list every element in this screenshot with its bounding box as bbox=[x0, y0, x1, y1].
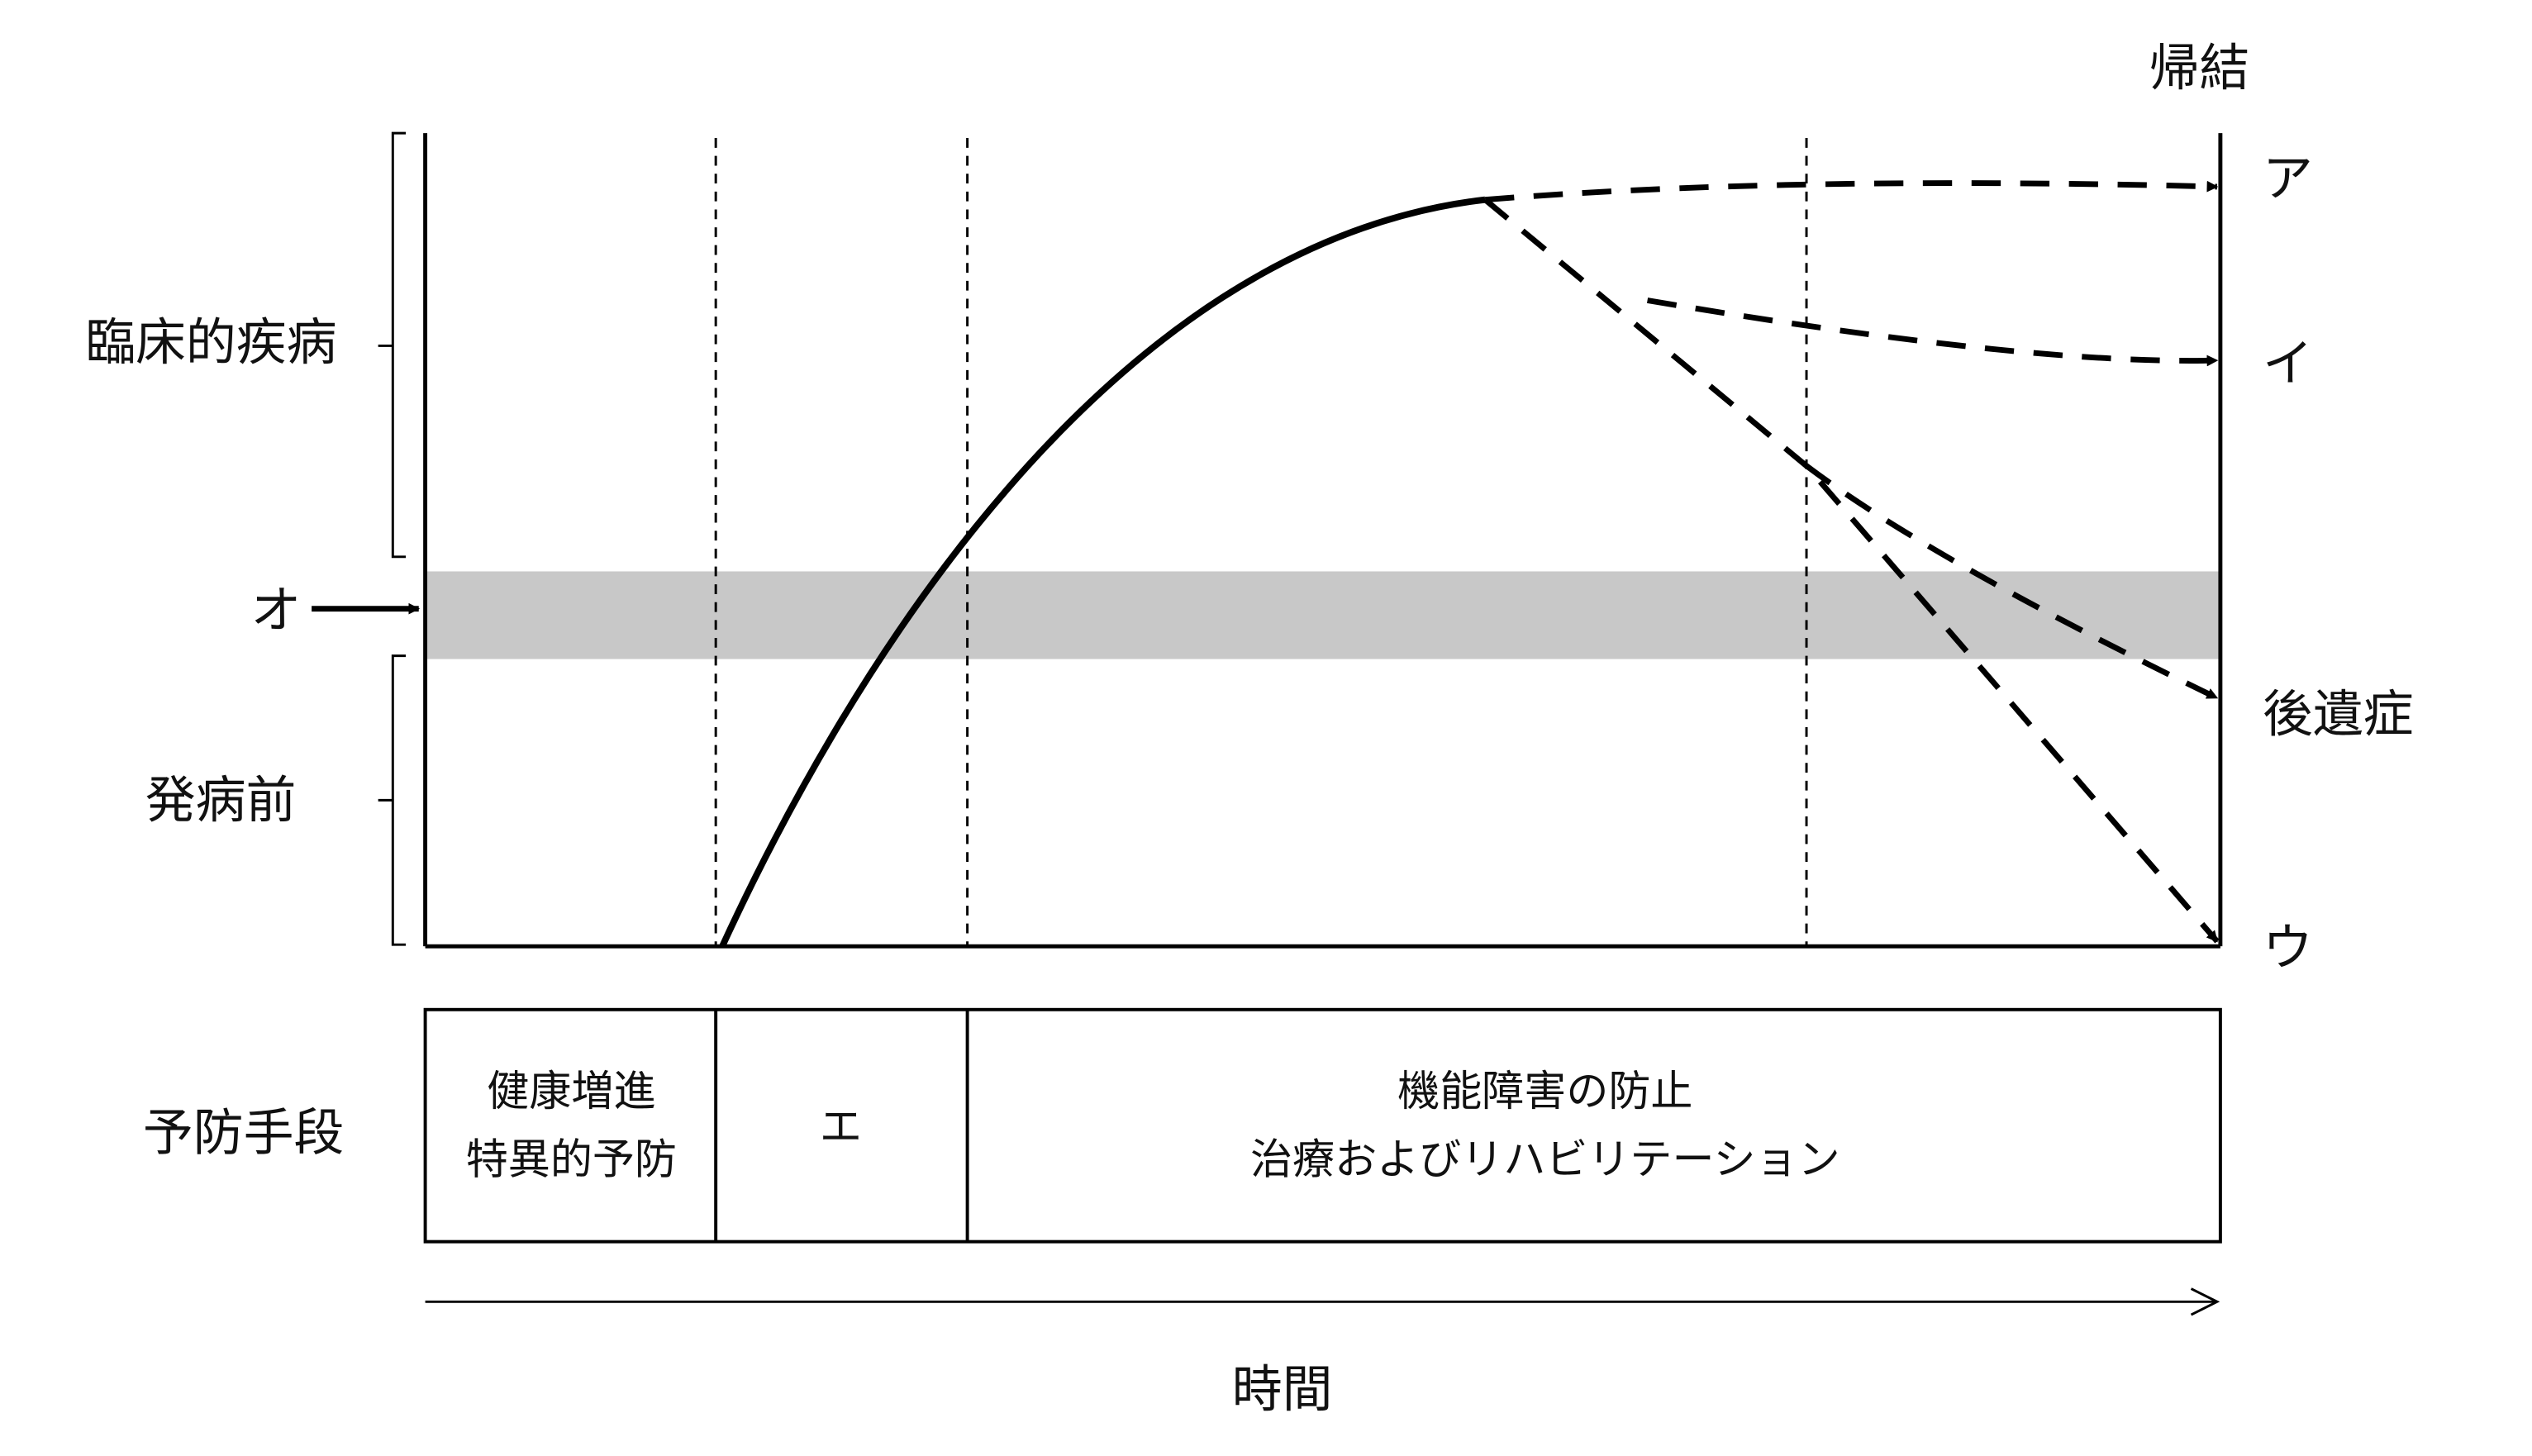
path-a bbox=[1484, 180, 2219, 203]
clinical-label: 臨床的疾病 bbox=[85, 313, 336, 372]
outcome: イ bbox=[2263, 335, 2313, 393]
prevention-label: 予防手段 bbox=[143, 1104, 345, 1163]
threshold-label: オ bbox=[250, 581, 301, 640]
path-i bbox=[1646, 297, 2219, 367]
threshold-band bbox=[425, 571, 2220, 659]
prevention-table: 健康増進 特異的予防 エ 機能障害の防止 治療およびリハビリテーション bbox=[423, 1007, 2222, 1244]
path-sequelae bbox=[1804, 464, 2219, 701]
preclinical-label: 発病前 bbox=[145, 771, 297, 830]
box-text: 治療およびリハビリテーション bbox=[1250, 1135, 1840, 1184]
clinical-bracket bbox=[378, 131, 407, 559]
table-border bbox=[423, 1007, 2222, 1244]
box-text: 特異的予防 bbox=[466, 1135, 677, 1184]
preclinical-bracket bbox=[378, 654, 407, 946]
outcome: ア bbox=[2263, 150, 2313, 208]
disease-curve bbox=[719, 196, 1486, 948]
stage-dividers bbox=[714, 138, 1808, 947]
graph-area bbox=[423, 133, 2223, 949]
brackets bbox=[378, 131, 407, 946]
outcome-paths bbox=[1483, 180, 2220, 944]
path-u bbox=[1483, 197, 2220, 944]
outcome: ウ bbox=[2263, 919, 2313, 978]
box-text: エ bbox=[820, 1103, 862, 1152]
x-axis-label: 時間 bbox=[1232, 1360, 1333, 1419]
box-text: 機能障害の防止 bbox=[1397, 1068, 1692, 1116]
time-arrowhead bbox=[2190, 1287, 2220, 1316]
outcome-title: 帰結 bbox=[2149, 39, 2249, 98]
outcome: 後遺症 bbox=[2263, 685, 2414, 744]
box-text: 健康増進 bbox=[487, 1068, 655, 1116]
